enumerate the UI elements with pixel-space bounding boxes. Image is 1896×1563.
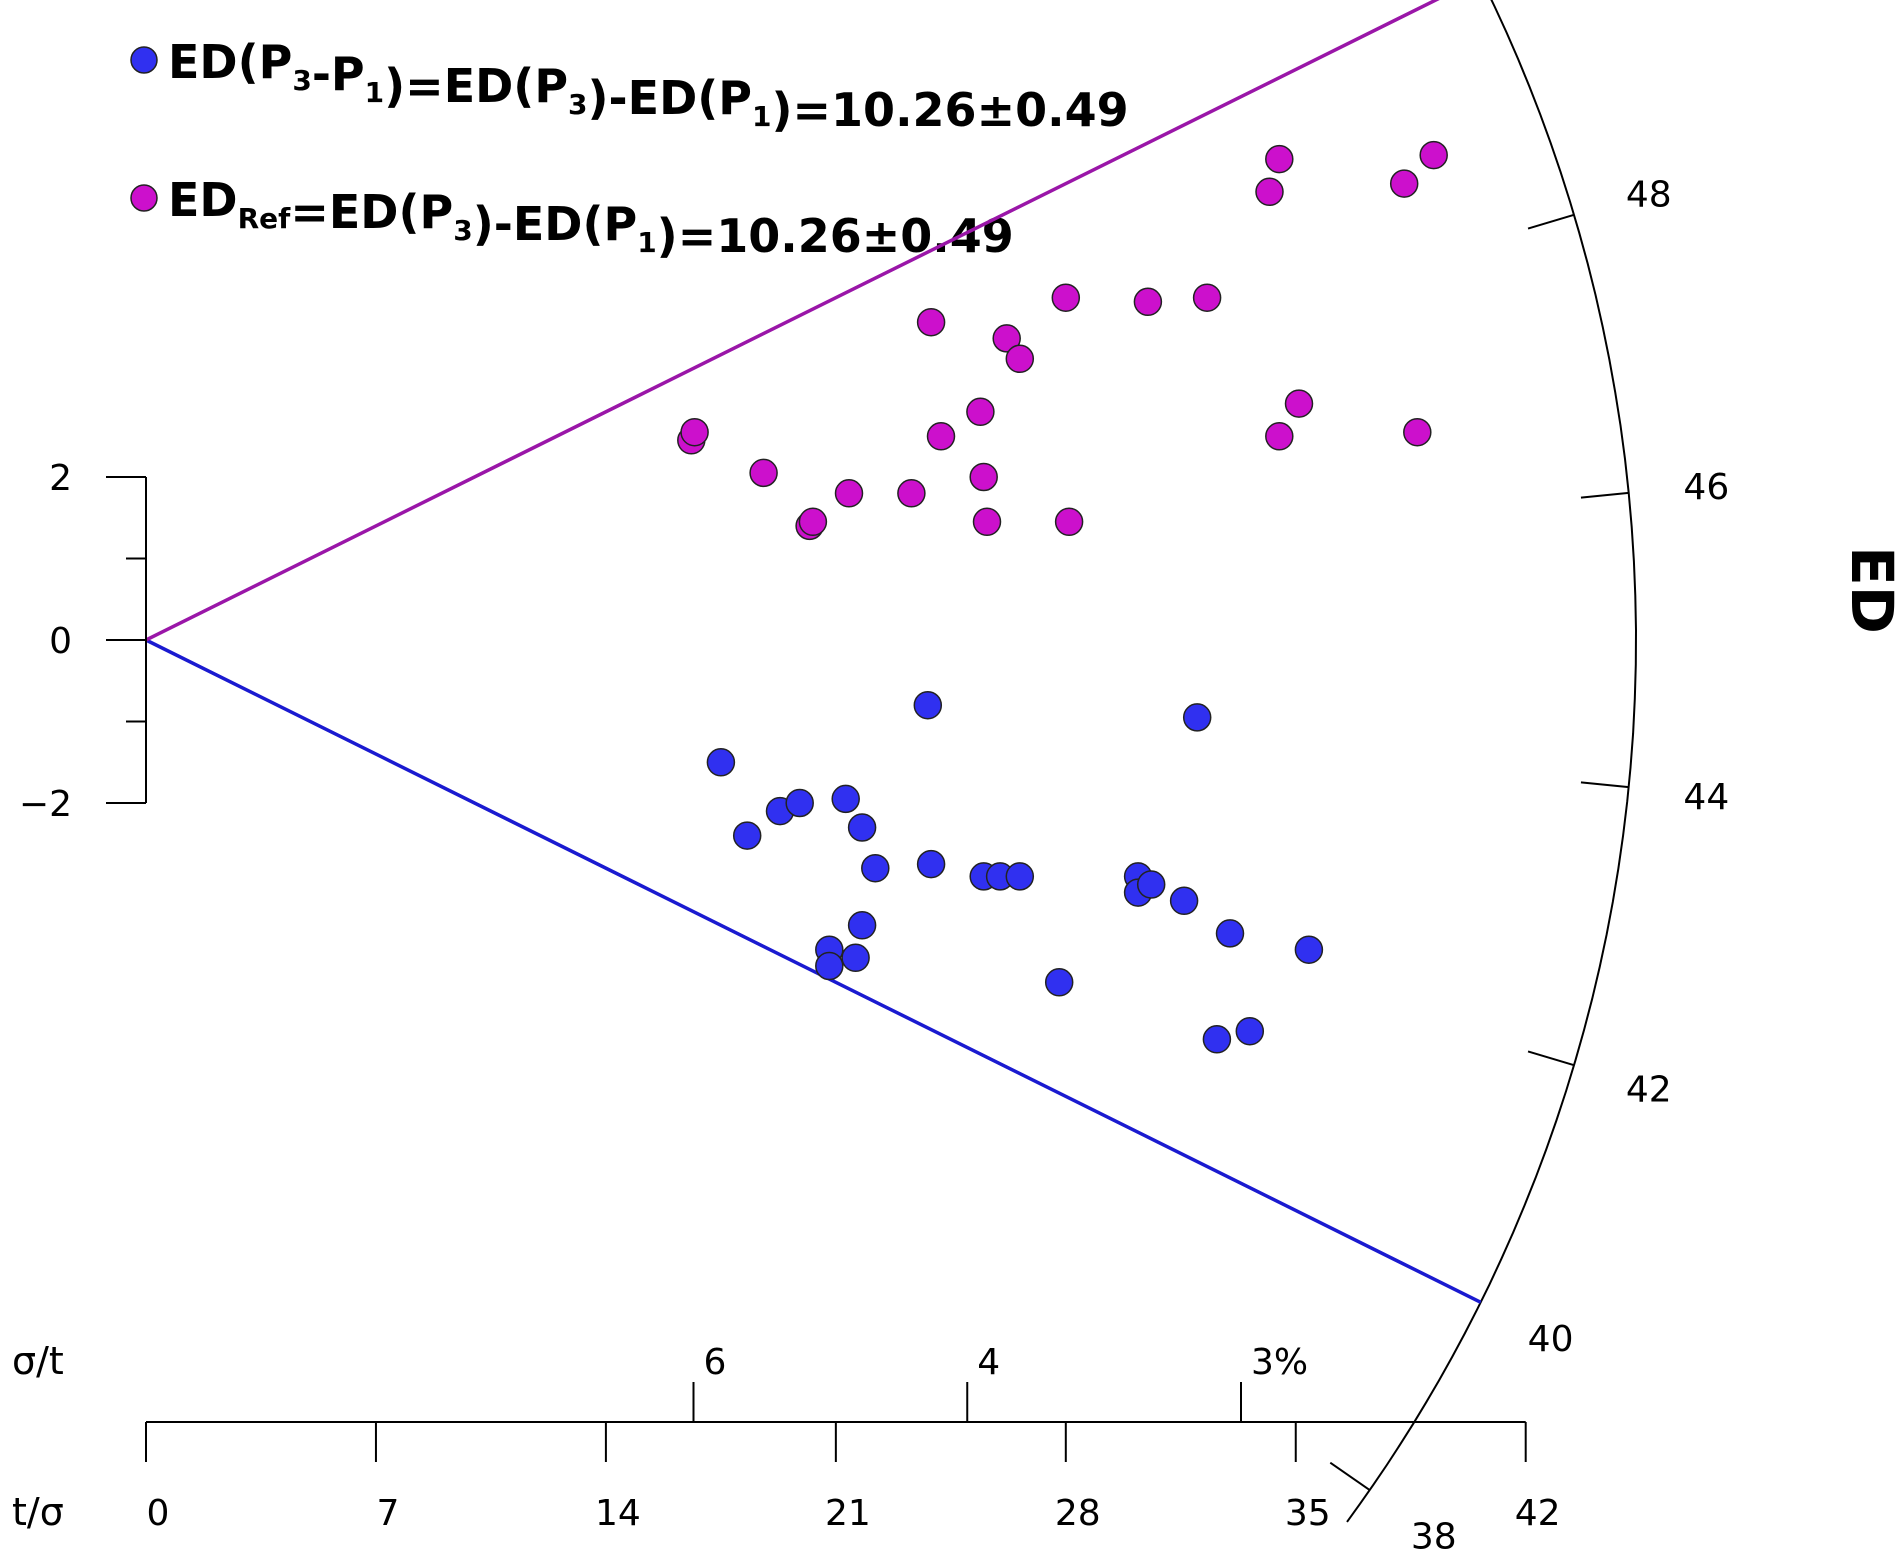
legend-marker <box>130 46 158 74</box>
data-point <box>1133 287 1163 317</box>
x-tick-label: 35 <box>1285 1493 1331 1534</box>
x-tick-label: 0 <box>147 1493 170 1534</box>
data-point <box>1192 283 1222 312</box>
data-point <box>897 479 926 508</box>
data-point <box>1265 144 1294 174</box>
data-point <box>831 784 860 814</box>
data-point <box>1215 919 1245 948</box>
data-point <box>798 507 828 537</box>
regression-lines <box>145 0 1482 1304</box>
data-point <box>1403 417 1432 447</box>
regression-line <box>145 638 1482 1304</box>
data-points <box>677 140 1448 1054</box>
standardized-estimate-axis: 2 0 −2 <box>19 458 147 825</box>
x-tick-label: 21 <box>825 1493 871 1534</box>
data-point <box>1235 1016 1265 1046</box>
x-axis-title: t/σ <box>12 1490 64 1534</box>
ed-tick <box>1527 213 1575 230</box>
data-point <box>1044 968 1074 997</box>
ed-tick-label: 46 <box>1683 467 1729 508</box>
ed-arc-line <box>1346 0 1638 1523</box>
data-point <box>1136 870 1166 899</box>
legend-label: ED(P3-P1)=ED(P3)-ED(P1)=10.26±0.49 <box>168 35 1129 137</box>
precision-axis: 0 7 14 21 28 35 42 t/σ 6 4 3% σ/t <box>12 1339 1561 1534</box>
data-point <box>861 853 890 883</box>
data-point <box>1284 389 1314 418</box>
ed-tick-label: 44 <box>1683 777 1729 818</box>
data-point <box>1169 886 1199 916</box>
precision-tick-label: 6 <box>704 1342 727 1383</box>
data-point <box>1202 1025 1232 1054</box>
data-point <box>841 943 870 973</box>
regression-line <box>145 0 1440 642</box>
data-point <box>1005 862 1035 891</box>
legend-marker <box>130 184 158 212</box>
precision-tick-label: 4 <box>977 1342 1000 1383</box>
data-point <box>1265 422 1294 451</box>
data-point <box>1389 169 1419 198</box>
data-point <box>972 507 1002 537</box>
data-point <box>966 397 995 427</box>
data-point <box>834 479 864 508</box>
x-tick-label: 14 <box>595 1493 641 1534</box>
data-point <box>916 307 946 337</box>
data-point <box>969 462 998 492</box>
data-point <box>785 788 814 818</box>
data-point <box>1051 283 1081 312</box>
data-point <box>1054 507 1084 537</box>
data-point <box>732 821 762 850</box>
ed-tick <box>1580 491 1629 499</box>
data-point <box>926 422 956 451</box>
data-point <box>913 690 943 720</box>
data-point <box>847 911 877 940</box>
x-tick-label: 7 <box>376 1493 399 1534</box>
data-point <box>1255 177 1284 207</box>
data-point <box>1182 703 1212 732</box>
data-point <box>1005 344 1035 374</box>
x-tick-label: 42 <box>1515 1493 1561 1534</box>
y-tick-label: −2 <box>19 784 72 825</box>
data-point <box>815 951 844 981</box>
data-point <box>916 849 946 879</box>
ed-axis-arc: 50484644424038ED <box>1329 0 1896 1558</box>
x-tick-label: 28 <box>1055 1493 1101 1534</box>
legend-label: EDRef=ED(P3)-ED(P1)=10.26±0.49 <box>168 173 1014 263</box>
y-tick-label: 0 <box>49 621 72 662</box>
precision-tick-label: 3% <box>1251 1342 1308 1383</box>
data-point <box>749 458 778 488</box>
data-point <box>992 324 1021 353</box>
ed-tick-label: 48 <box>1626 175 1672 216</box>
ed-tick <box>1329 1461 1371 1491</box>
data-point <box>680 417 709 447</box>
ed-tick-label: 40 <box>1528 1319 1574 1360</box>
data-point <box>1294 935 1324 964</box>
ed-tick-label: 42 <box>1626 1069 1672 1110</box>
data-point <box>706 748 736 777</box>
legend: ED(P3-P1)=ED(P3)-ED(P1)=10.26±0.49 EDRef=… <box>130 35 1129 263</box>
ed-tick-label: 38 <box>1411 1517 1457 1558</box>
y-tick-label: 2 <box>49 458 72 499</box>
data-point <box>847 813 877 842</box>
data-point <box>1419 140 1448 170</box>
precision-axis-title: σ/t <box>12 1339 64 1383</box>
ed-tick <box>1580 781 1629 789</box>
ed-axis-title: ED <box>1838 546 1896 634</box>
ed-tick <box>1527 1050 1575 1067</box>
